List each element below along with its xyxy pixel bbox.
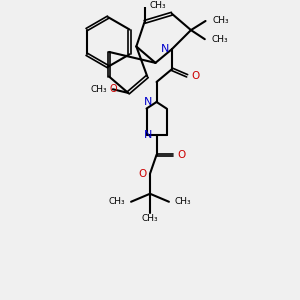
Text: CH₃: CH₃: [212, 35, 228, 44]
Text: CH₃: CH₃: [212, 16, 229, 26]
Text: O: O: [177, 150, 186, 160]
Text: O: O: [139, 169, 147, 179]
Text: N: N: [160, 44, 169, 54]
Text: O: O: [191, 71, 200, 81]
Text: CH₃: CH₃: [149, 1, 166, 10]
Text: CH₃: CH₃: [142, 214, 158, 223]
Text: N: N: [144, 130, 152, 140]
Text: CH₃: CH₃: [91, 85, 107, 94]
Text: CH₃: CH₃: [174, 197, 191, 206]
Text: CH₃: CH₃: [109, 197, 126, 206]
Text: N: N: [144, 97, 152, 107]
Text: O: O: [109, 84, 117, 94]
